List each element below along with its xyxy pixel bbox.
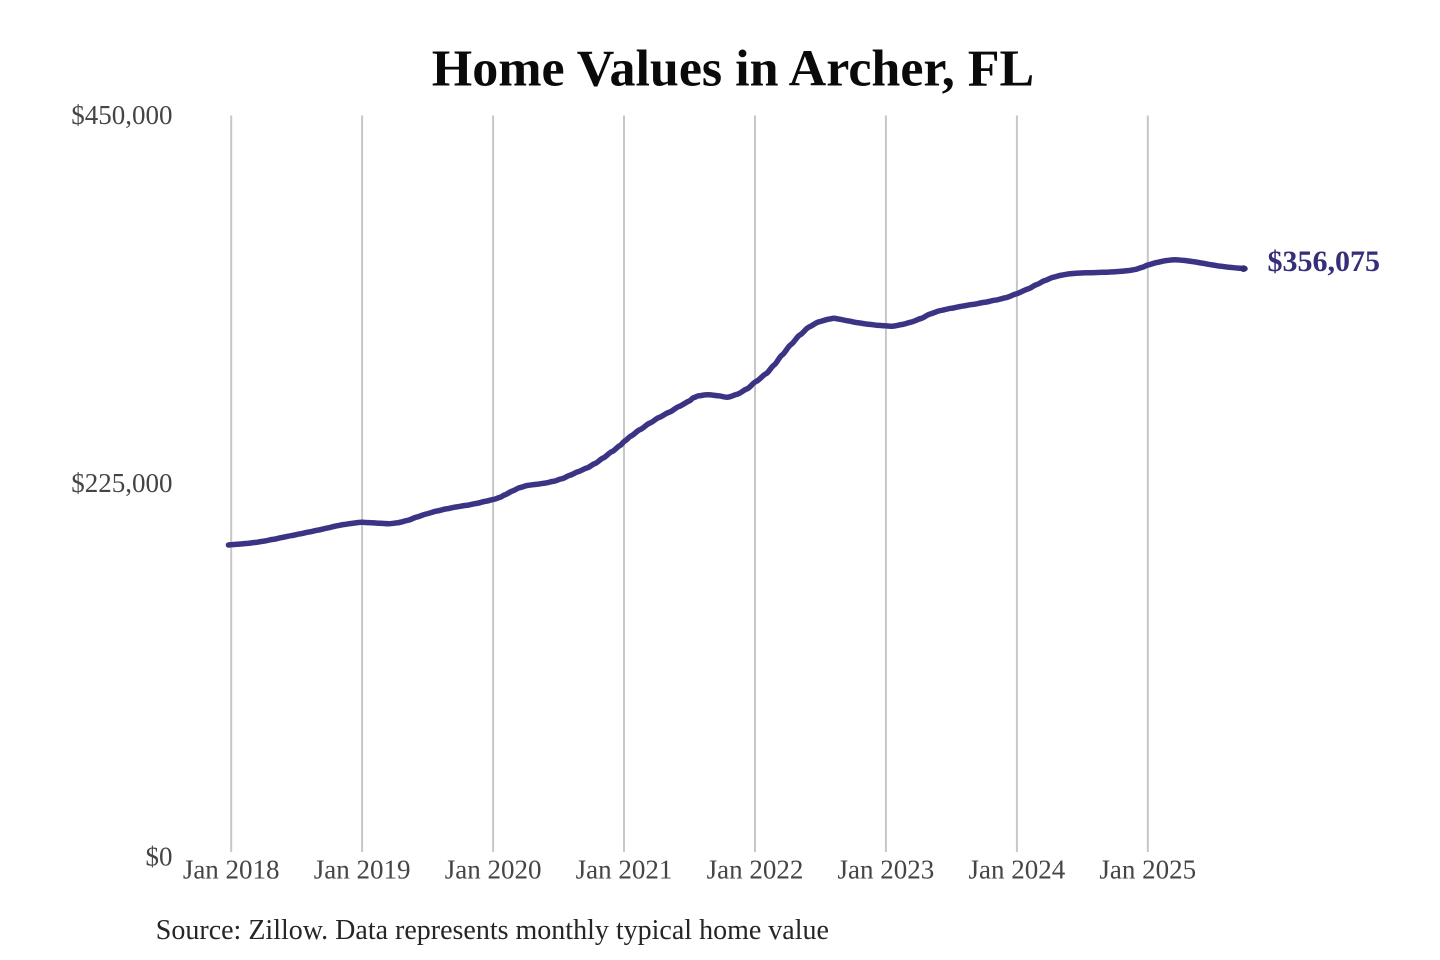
svg-text:$0: $0 — [146, 842, 173, 872]
svg-text:Jan 2018: Jan 2018 — [183, 854, 280, 884]
svg-text:Jan 2019: Jan 2019 — [314, 854, 411, 884]
svg-text:Jan 2023: Jan 2023 — [838, 854, 935, 884]
svg-text:Jan 2024: Jan 2024 — [969, 854, 1066, 884]
svg-text:$356,075: $356,075 — [1268, 245, 1381, 278]
svg-text:Jan 2021: Jan 2021 — [576, 854, 673, 884]
svg-text:Jan 2022: Jan 2022 — [707, 854, 804, 884]
svg-text:$450,000: $450,000 — [71, 100, 172, 130]
svg-text:$225,000: $225,000 — [71, 468, 172, 498]
svg-text:Jan 2025: Jan 2025 — [1099, 854, 1196, 884]
svg-text:Home Values in Archer, FL: Home Values in Archer, FL — [432, 41, 1034, 98]
svg-text:Source: Zillow. Data represent: Source: Zillow. Data represents monthly … — [156, 915, 829, 946]
svg-text:Jan 2020: Jan 2020 — [445, 854, 542, 884]
